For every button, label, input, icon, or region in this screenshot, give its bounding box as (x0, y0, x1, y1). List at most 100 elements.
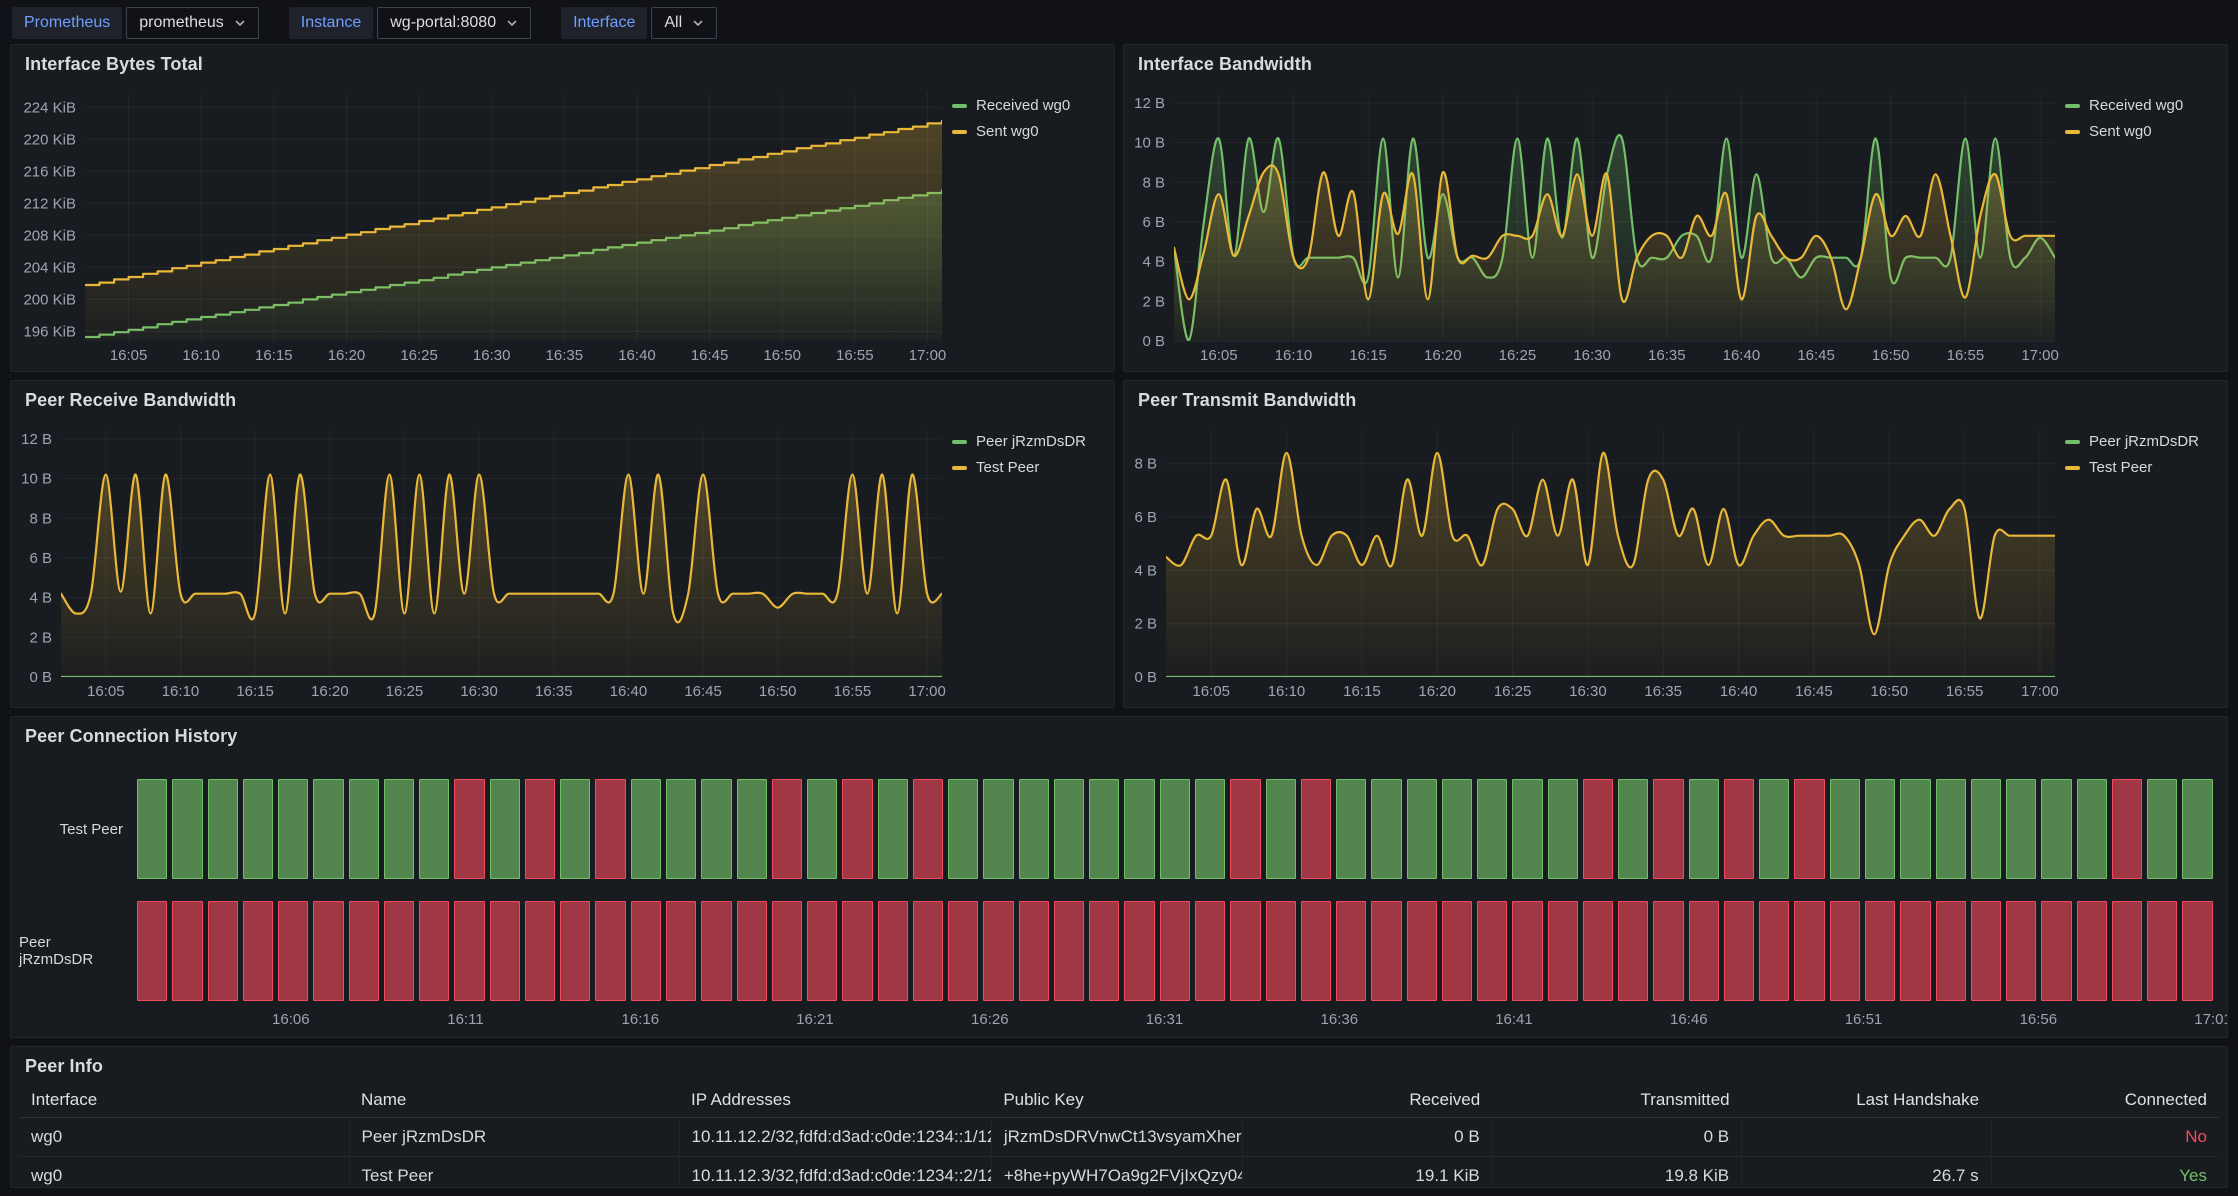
x-tick-label: 16:10 (182, 347, 220, 364)
legend-item-Test Peer[interactable]: Test Peer (2065, 459, 2221, 476)
timeline-bar-connected (2076, 779, 2107, 879)
legend-item-Received wg0[interactable]: Received wg0 (2065, 97, 2221, 114)
y-tick-label: 2 B (1142, 293, 1165, 310)
timeline-bar-connected (2006, 779, 2037, 879)
timeline-tick-label: 16:11 (447, 1011, 484, 1028)
timeline-bar-connected (1336, 779, 1367, 879)
x-tick-label: 16:55 (834, 683, 872, 700)
panel-title[interactable]: Peer Transmit Bandwidth (1138, 390, 1357, 410)
x-tick-label: 16:40 (618, 347, 656, 364)
timeline-bar-disconnected (2111, 901, 2143, 1001)
column-header-transmitted[interactable]: Transmitted (1492, 1083, 1742, 1118)
timeline-bar-connected (207, 779, 238, 879)
timeline-bar-disconnected (1053, 901, 1085, 1001)
legend-item-Peer jRzmDsDR[interactable]: Peer jRzmDsDR (2065, 433, 2221, 450)
legend-item-Received wg0[interactable]: Received wg0 (952, 97, 1108, 114)
state-timeline[interactable]: Test Peer Peer jRzmDsDR (19, 779, 2213, 1001)
x-tick-label: 16:55 (1947, 347, 1985, 364)
timeline-bar-disconnected (1618, 901, 1649, 1001)
timeline-bar-disconnected (2006, 901, 2037, 1001)
variable-value-dropdown[interactable]: All (651, 7, 718, 39)
timeline-bar-connected (665, 779, 697, 879)
x-tick-label: 16:40 (610, 683, 648, 700)
timeline-bar-connected (489, 779, 520, 879)
x-tick-label: 17:00 (2021, 347, 2059, 364)
panel-title[interactable]: Peer Connection History (25, 726, 238, 746)
variable-label: Interface (561, 7, 648, 39)
legend-item-Sent wg0[interactable]: Sent wg0 (2065, 123, 2221, 140)
cell-connected: No (1991, 1117, 2219, 1157)
column-header-public-key[interactable]: Public Key (991, 1083, 1243, 1118)
legend-label: Sent wg0 (2089, 123, 2152, 140)
x-tick-label: 16:25 (400, 347, 438, 364)
x-tick-label: 16:25 (1494, 683, 1532, 700)
timeline-bar-connected (736, 779, 767, 879)
column-header-interface[interactable]: Interface (19, 1083, 349, 1118)
timeline-bars[interactable] (137, 901, 2213, 1001)
legend-swatch (952, 129, 967, 134)
timeline-bar-connected (1194, 779, 1226, 879)
panel-title[interactable]: Peer Receive Bandwidth (25, 390, 237, 410)
y-tick-label: 196 KiB (23, 323, 76, 340)
timeline-tick-label: 16:31 (1145, 1011, 1184, 1028)
legend-item-Peer jRzmDsDR[interactable]: Peer jRzmDsDR (952, 433, 1108, 450)
x-tick-label: 16:35 (1644, 683, 1682, 700)
timeline-bar-disconnected (1794, 779, 1825, 879)
timeline-bar-disconnected (1900, 901, 1931, 1001)
timeline-bar-disconnected (2147, 901, 2178, 1001)
time-series-chart[interactable]: 0 B 2 B 4 B 6 B 8 B 10 B 12 B 16:05 16:10 16:15 16… (1130, 81, 2061, 367)
panel-title[interactable]: Interface Bandwidth (1138, 54, 1312, 74)
x-tick-label: 16:35 (1648, 347, 1686, 364)
column-header-name[interactable]: Name (349, 1083, 679, 1118)
timeline-bar-disconnected (948, 901, 979, 1001)
variable-value-text: wg-portal:8080 (390, 14, 497, 31)
timeline-bar-disconnected (172, 901, 203, 1001)
time-series-chart[interactable]: 0 B 2 B 4 B 6 B 8 B 16:05 16:10 16:15 16:20 16:25… (1130, 417, 2061, 703)
timeline-bars[interactable] (137, 779, 2213, 879)
series-line-Test Peer (1166, 451, 2055, 636)
panel-title[interactable]: Peer Info (25, 1056, 103, 1076)
variable-value-dropdown[interactable]: prometheus (126, 7, 259, 39)
variable-interface: Interface All (561, 7, 718, 39)
timeline-bar-disconnected (1653, 901, 1684, 1001)
x-tick-label: 16:50 (1871, 683, 1909, 700)
timeline-axis: 16:06 16:11 16:16 16:21 16:26 16:31 16:36 16:41… (151, 1011, 2227, 1029)
x-tick-label: 16:50 (1872, 347, 1910, 364)
legend-item-Sent wg0[interactable]: Sent wg0 (952, 123, 1108, 140)
timeline-bar-disconnected (2041, 901, 2072, 1001)
cell-name: Peer jRzmDsDR (349, 1117, 680, 1157)
time-series-chart[interactable]: 0 B 2 B 4 B 6 B 8 B 10 B 12 B 16:05 16:10 16:15 16… (17, 417, 948, 703)
chevron-down-icon (693, 20, 703, 26)
timeline-bar-disconnected (242, 901, 274, 1001)
cell-ip-addresses: 10.11.12.2/32,fdfd:d3ad:c0de:1234::1/128 (679, 1117, 992, 1157)
column-header-received[interactable]: Received (1242, 1083, 1493, 1118)
variable-value-dropdown[interactable]: wg-portal:8080 (377, 7, 532, 39)
column-header-connected[interactable]: Connected (1991, 1083, 2219, 1118)
y-tick-label: 216 KiB (23, 163, 76, 180)
timeline-bar-disconnected (1582, 779, 1614, 879)
y-tick-label: 12 B (1134, 95, 1165, 112)
series-area-Sent wg0 (1174, 165, 2055, 341)
legend-label: Test Peer (2089, 459, 2153, 476)
timeline-bar-disconnected (454, 779, 485, 879)
column-header-last-handshake[interactable]: Last Handshake (1741, 1083, 1992, 1118)
legend-swatch (952, 465, 967, 470)
x-tick-label: 16:05 (1192, 683, 1230, 700)
y-tick-label: 200 KiB (23, 291, 76, 308)
column-header-ip-addresses[interactable]: IP Addresses (679, 1083, 992, 1118)
x-tick-label: 16:30 (1573, 347, 1611, 364)
timeline-bar-disconnected (1336, 901, 1367, 1001)
time-series-chart[interactable]: 196 KiB 200 KiB 204 KiB 208 KiB 212 KiB 216 K… (17, 81, 948, 367)
timeline-bar-connected (560, 779, 591, 879)
x-tick-label: 16:15 (255, 347, 293, 364)
y-tick-label: 208 KiB (23, 227, 76, 244)
timeline-bar-disconnected (454, 901, 485, 1001)
x-tick-label: 16:45 (1797, 347, 1835, 364)
variable-instance: Instance wg-portal:8080 (288, 7, 532, 39)
timeline-bar-disconnected (1547, 901, 1578, 1001)
x-tick-label: 16:05 (110, 347, 148, 364)
x-tick-label: 16:05 (87, 683, 125, 700)
panel-title[interactable]: Interface Bytes Total (25, 54, 203, 74)
legend-item-Test Peer[interactable]: Test Peer (952, 459, 1108, 476)
